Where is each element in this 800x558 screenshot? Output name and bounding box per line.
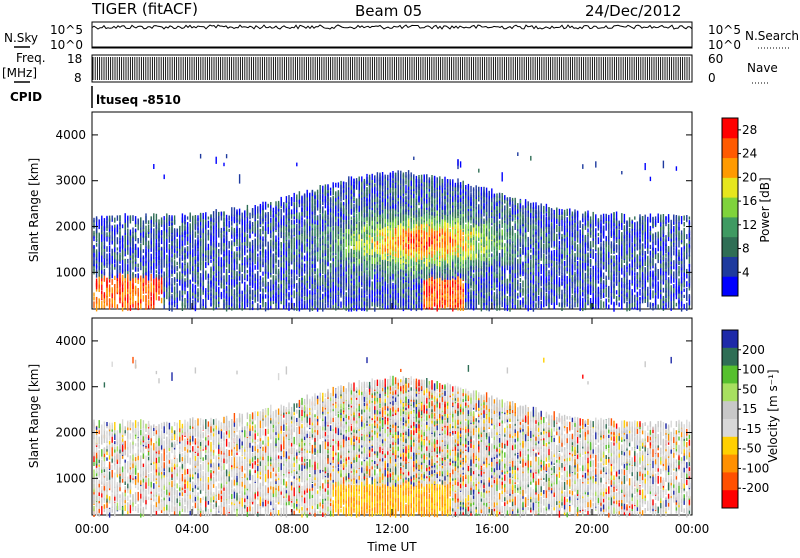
nave-tick-top: 60 <box>708 52 723 66</box>
freq-label: Freq. <box>16 51 46 65</box>
freq-unit: [MHz] <box>2 66 37 80</box>
nsearch-tick-bottom: 10^0 <box>708 38 741 52</box>
nsearch-label: N.Search <box>745 29 799 43</box>
freq-tick-bottom: 8 <box>74 71 82 85</box>
beam-label: Beam 05 <box>355 2 422 20</box>
freq-panel <box>92 55 692 82</box>
plot-title: TIGER (fitACF) <box>91 0 198 18</box>
date-label: 24/Dec/2012 <box>585 2 681 20</box>
nave-label: Nave <box>747 61 778 75</box>
nsky-panel <box>92 22 692 48</box>
nsky-tick-bottom: 10^0 <box>50 38 83 52</box>
nave-tick-bottom: 0 <box>708 71 716 85</box>
nsky-label: N.Sky <box>4 31 38 45</box>
nsearch-tick-top: 10^5 <box>708 23 741 37</box>
freq-tick-top: 18 <box>67 52 82 66</box>
cpid-label: CPID <box>10 90 42 104</box>
nsky-tick-top: 10^5 <box>50 23 83 37</box>
cpid-text: ltuseq -8510 <box>96 93 181 107</box>
